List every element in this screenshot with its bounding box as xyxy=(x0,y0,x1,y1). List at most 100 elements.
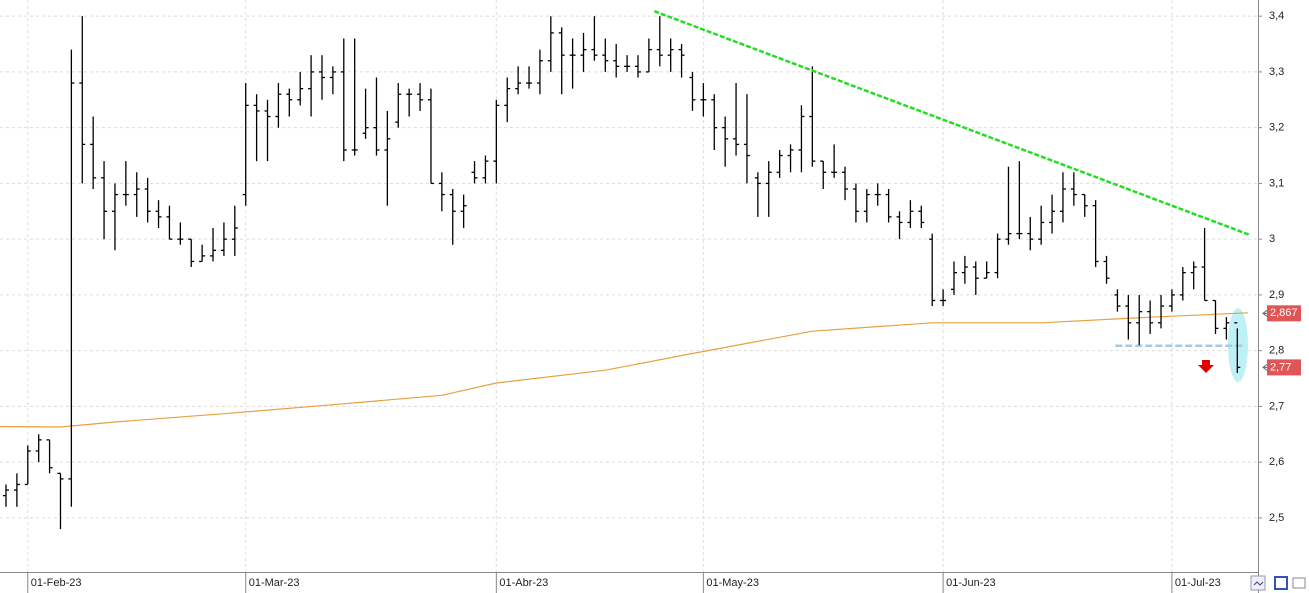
ohlc-bar xyxy=(1092,200,1099,268)
y-tick-label: 3,2 xyxy=(1269,122,1284,134)
ohlc-bar xyxy=(754,172,761,217)
ohlc-bar xyxy=(1059,172,1066,223)
ohlc-bar xyxy=(667,38,674,72)
ohlc-bar xyxy=(678,44,685,78)
ohlc-bar xyxy=(1125,294,1132,340)
zoom-icon xyxy=(1253,581,1264,586)
ohlc-bar xyxy=(569,38,576,89)
ohlc-bar xyxy=(68,49,75,507)
x-tick-label: 01-Feb-23 xyxy=(31,577,82,589)
ohlc-bar xyxy=(318,55,325,100)
price-label: 2,77 xyxy=(1270,361,1291,373)
ohlc-bar xyxy=(286,88,293,117)
pin-button[interactable] xyxy=(1292,577,1306,589)
ohlc-bar xyxy=(961,255,968,284)
y-tick-label: 2,5 xyxy=(1269,512,1284,524)
ohlc-bar xyxy=(460,194,467,229)
x-tick-label: 01-Mar-23 xyxy=(249,577,300,589)
ohlc-bar xyxy=(743,94,750,184)
ohlc-bar xyxy=(940,289,947,307)
ohlc-bar xyxy=(101,161,108,240)
ohlc-bar xyxy=(765,161,772,217)
ohlc-bar xyxy=(275,83,282,128)
ohlc-bar xyxy=(1070,172,1077,206)
ohlc-bar xyxy=(308,55,315,117)
ohlc-bar xyxy=(57,472,64,530)
save-button[interactable] xyxy=(1274,576,1288,590)
ohlc-bar xyxy=(994,233,1001,279)
ohlc-bar xyxy=(155,200,162,229)
ohlc-bar xyxy=(1081,193,1088,217)
ohlc-bar xyxy=(493,99,500,184)
ohlc-bar xyxy=(395,83,402,128)
ohlc-bar xyxy=(1005,166,1012,245)
x-tick-label: 01-May-23 xyxy=(706,577,759,589)
ohlc-bar xyxy=(35,434,42,463)
ohlc-bar xyxy=(297,71,304,106)
ohlc-bar xyxy=(1049,194,1056,234)
ohlc-bar xyxy=(1223,317,1230,340)
ohlc-bar xyxy=(90,116,97,189)
ohlc-bar xyxy=(526,66,533,89)
ohlc-bar xyxy=(362,88,369,139)
ohlc-bar xyxy=(896,211,903,240)
ohlc-bar xyxy=(1158,294,1165,329)
y-tick-label: 3 xyxy=(1269,233,1275,245)
ohlc-bar xyxy=(1168,289,1175,312)
ohlc-bar xyxy=(1201,228,1208,302)
ohlc-bar xyxy=(231,205,238,256)
x-tick-label: 01-Abr-23 xyxy=(499,577,548,589)
ohlc-bar xyxy=(1179,267,1186,301)
ohlc-bar xyxy=(46,439,53,474)
ohlc-bar xyxy=(1234,322,1241,373)
ohlc-bar xyxy=(373,77,380,156)
ohlc-bar xyxy=(809,66,816,167)
ohlc-bar xyxy=(351,38,358,156)
ohlc-bar xyxy=(645,38,652,73)
ohlc-bar xyxy=(144,177,151,223)
ohlc-bar xyxy=(199,244,206,263)
ohlc-bar xyxy=(1212,299,1219,334)
ohlc-bar xyxy=(111,183,118,251)
ohlc-bar xyxy=(918,205,925,229)
ohlc-bar xyxy=(983,261,990,279)
ohlc-bar xyxy=(188,238,195,268)
ohlc-bar xyxy=(907,200,914,229)
ohlc-bar xyxy=(1190,261,1197,290)
down-arrow xyxy=(1198,360,1214,373)
ohlc-bar xyxy=(166,205,173,240)
ohlc-bar xyxy=(580,32,587,72)
ohlc-bar xyxy=(504,77,511,123)
ohlc-bar xyxy=(950,261,957,295)
ohlc-bar xyxy=(2,484,9,507)
y-tick-label: 2,9 xyxy=(1269,289,1284,301)
ohlc-bar xyxy=(656,16,663,67)
ohlc-bar xyxy=(798,105,805,173)
ohlc-bar xyxy=(776,149,783,178)
ohlc-bar xyxy=(634,55,641,78)
ohlc-bar xyxy=(242,83,249,206)
price-label: 2,867 xyxy=(1270,307,1298,319)
ohlc-bar xyxy=(624,55,631,72)
ohlc-bar xyxy=(1016,161,1023,240)
y-tick-label: 3,3 xyxy=(1269,66,1284,78)
ohlc-bar xyxy=(482,155,489,184)
ohlc-bar xyxy=(547,16,554,72)
ohlc-bar xyxy=(602,38,609,72)
ohlc-bar xyxy=(177,222,184,245)
plot xyxy=(0,10,1250,530)
y-tick-label: 2,6 xyxy=(1269,456,1284,468)
ohlc-bar xyxy=(515,66,522,95)
ohlc-bar xyxy=(133,172,140,217)
ohlc-bar xyxy=(885,188,892,223)
ohlc-bar xyxy=(852,183,859,223)
ohlc-bar xyxy=(471,161,478,184)
ohlc-bar xyxy=(210,228,217,262)
ohlc-bar xyxy=(929,233,936,307)
ohlc-bar xyxy=(722,116,729,167)
ohlc-bar xyxy=(820,160,827,189)
ohlc-bar xyxy=(1027,216,1034,251)
ohlc-bar xyxy=(329,66,336,95)
ohlc-bar xyxy=(24,445,31,486)
